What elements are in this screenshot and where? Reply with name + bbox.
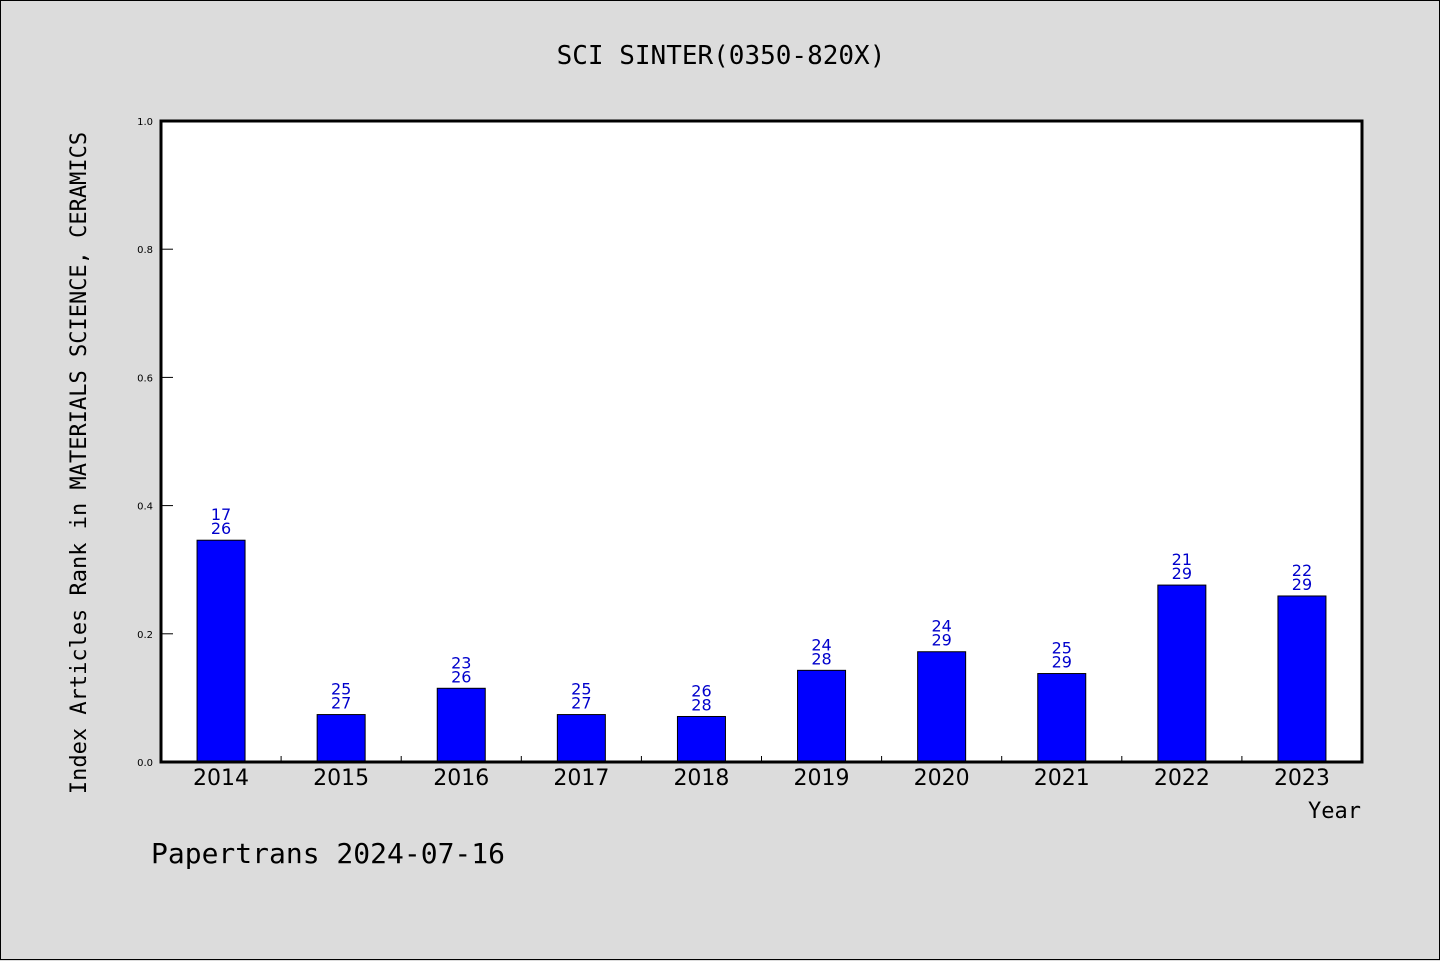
- bar-label-total: 27: [331, 694, 351, 713]
- bar-2019: [797, 669, 847, 763]
- bar-label-rank: 24: [811, 635, 831, 654]
- bar-label-rank: 24: [931, 617, 951, 636]
- x-tick-label: 2023: [1274, 766, 1330, 791]
- y-tick-label: 0.0: [137, 758, 153, 769]
- y-tick-label: 0.8: [137, 245, 153, 256]
- bar-label-rank: 26: [691, 681, 711, 700]
- x-tick-label: 2014: [193, 766, 249, 791]
- bar-label-total: 26: [451, 667, 471, 686]
- bar-2021: [1037, 673, 1087, 763]
- x-tick-label: 2020: [914, 766, 970, 791]
- bar-label-rank: 25: [571, 680, 591, 699]
- y-tick-label: 0.4: [137, 502, 153, 513]
- bar-label-total: 29: [931, 631, 951, 650]
- plot-border: [159, 119, 1364, 764]
- bar-label-rank: 23: [451, 653, 471, 672]
- bar-2020: [917, 651, 967, 763]
- bar-label-total: 27: [571, 694, 591, 713]
- bar-2018: [676, 715, 726, 763]
- x-tick-label: 2017: [553, 766, 609, 791]
- bar-label-total: 28: [691, 695, 711, 714]
- y-tick-label: 0.2: [137, 630, 153, 641]
- bar-label-rank: 17: [211, 505, 231, 524]
- x-tick-label: 2015: [313, 766, 369, 791]
- plot-area: 0.00.20.40.60.81.0 2014 2015 2016 2017 2018 2…: [137, 117, 1364, 791]
- bar-series: [196, 539, 1327, 763]
- bar-label-rank: 25: [1052, 639, 1072, 658]
- bar-2022: [1157, 584, 1207, 763]
- x-axis-ticks: 2014 2015 2016 2017 2018 2019 2020 2021 2022 2023: [193, 756, 1330, 791]
- y-axis-label: Index Articles Rank in MATERIALS SCIENCE…: [67, 132, 92, 794]
- bar-2014: [196, 539, 246, 763]
- x-tick-label: 2019: [794, 766, 850, 791]
- y-tick-label: 0.6: [137, 373, 153, 384]
- bar-label-total: 29: [1052, 653, 1072, 672]
- bar-label-rank: 22: [1292, 561, 1312, 580]
- bar-label-total: 29: [1172, 564, 1192, 583]
- bar-2016: [436, 687, 486, 763]
- footer-credit: Papertrans 2024-07-16: [151, 837, 505, 870]
- bar-2015: [316, 714, 366, 763]
- y-tick-label: 1.0: [137, 117, 153, 128]
- x-axis-label: Year: [1308, 799, 1361, 824]
- chart-title: SCI SINTER(0350-820X): [557, 41, 886, 71]
- x-tick-label: 2018: [673, 766, 729, 791]
- bar-label-rank: 21: [1172, 550, 1192, 569]
- bar-2017: [556, 714, 606, 763]
- bar-label-rank: 25: [331, 680, 351, 699]
- x-tick-label: 2021: [1034, 766, 1090, 791]
- bar-label-total: 29: [1292, 575, 1312, 594]
- bar-label-total: 28: [811, 649, 831, 668]
- bar-label-total: 26: [211, 519, 231, 538]
- x-tick-label: 2016: [433, 766, 489, 791]
- bar-2023: [1277, 595, 1327, 763]
- x-tick-label: 2022: [1154, 766, 1210, 791]
